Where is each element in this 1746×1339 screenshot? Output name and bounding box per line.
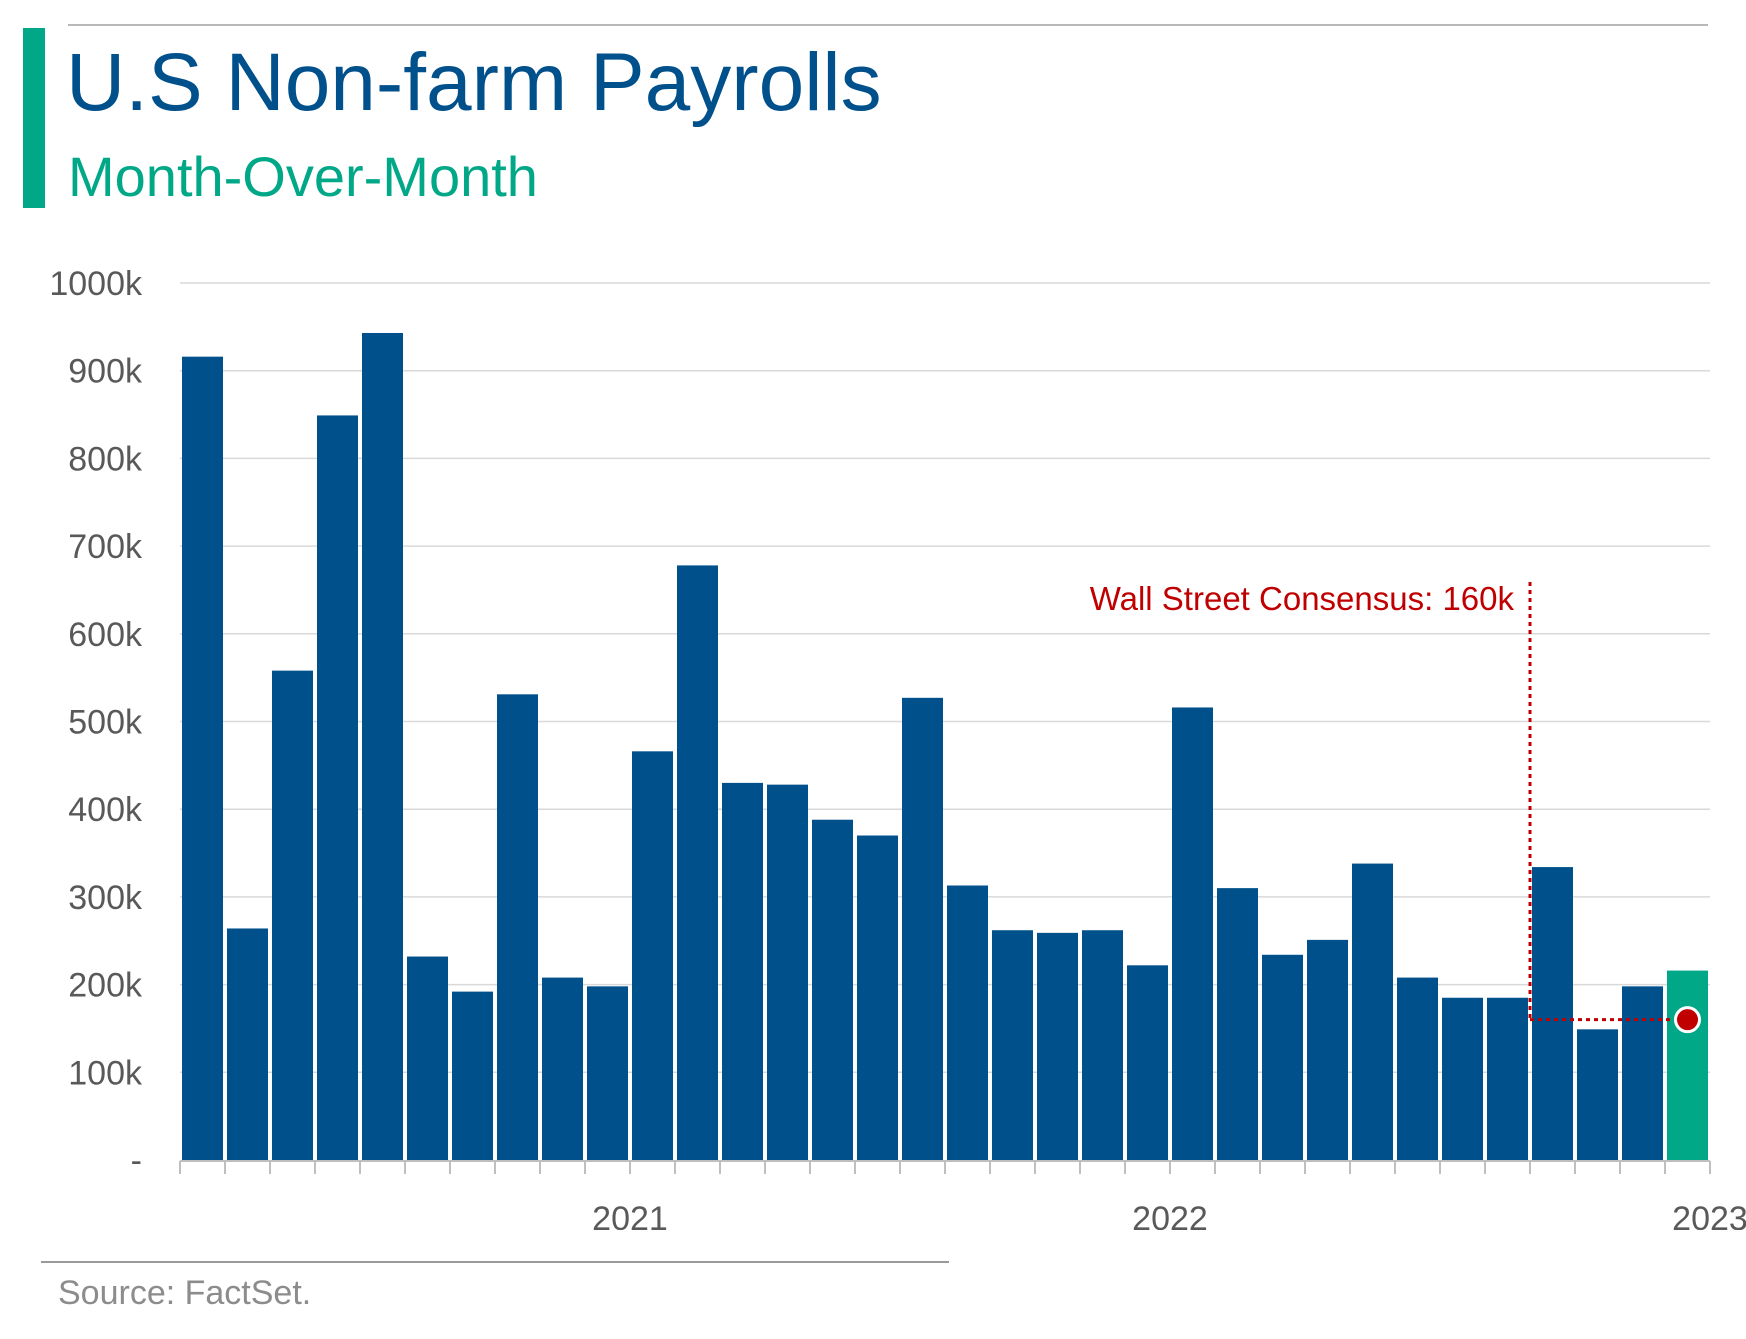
- bar: [902, 697, 943, 1160]
- bar: [1172, 707, 1213, 1160]
- y-tick-label: 700k: [68, 528, 143, 566]
- bar: [1442, 997, 1483, 1160]
- bars: [182, 332, 1708, 1161]
- bar: [812, 819, 853, 1160]
- y-tick-label: 100k: [68, 1054, 143, 1092]
- bar: [722, 782, 763, 1160]
- bar: [182, 356, 223, 1161]
- page-subtitle: Month-Over-Month: [68, 145, 538, 208]
- consensus-label: Wall Street Consensus: 160k: [1090, 580, 1515, 617]
- top-rule: [68, 24, 1708, 26]
- bar: [317, 415, 358, 1160]
- y-tick-label: 300k: [68, 879, 143, 917]
- bar: [542, 977, 583, 1160]
- bar: [632, 751, 673, 1160]
- bar: [1577, 1029, 1618, 1160]
- bar: [407, 956, 448, 1160]
- consensus-annotation: Wall Street Consensus: 160k: [1090, 580, 1701, 1034]
- y-tick-label: 1000k: [49, 265, 143, 303]
- bar: [677, 565, 718, 1160]
- bar: [1037, 932, 1078, 1160]
- x-tick-label: 2022: [1132, 1200, 1208, 1230]
- y-tick-label: -: [131, 1142, 142, 1180]
- consensus-marker: [1674, 1006, 1701, 1034]
- bar: [767, 784, 808, 1160]
- x-axis: 2021 2022 2023: [179, 1160, 1746, 1230]
- payrolls-bar-chart: - 100k 200k 300k 400k 500k 600k 700k 800k 900k 100…: [49, 265, 1746, 1230]
- x-tick-label: 2023: [1672, 1200, 1746, 1230]
- y-tick-label: 500k: [68, 704, 143, 742]
- bar: [272, 670, 313, 1160]
- source-note: Source: FactSet.: [58, 1274, 312, 1312]
- bar: [1307, 939, 1348, 1160]
- bar: [452, 991, 493, 1160]
- bar: [497, 694, 538, 1160]
- bar: [1262, 954, 1303, 1160]
- title-accent-bar: [23, 28, 45, 208]
- bar: [1532, 867, 1573, 1160]
- y-tick-label: 400k: [68, 791, 143, 829]
- bar: [227, 928, 268, 1160]
- bar: [1397, 977, 1438, 1160]
- y-tick-label: 800k: [68, 440, 143, 478]
- y-tick-label: 200k: [68, 967, 143, 1005]
- bar: [1217, 888, 1258, 1160]
- bar: [1127, 965, 1168, 1160]
- page-title: U.S Non-farm Payrolls: [66, 37, 882, 128]
- bar: [947, 885, 988, 1160]
- bar: [1352, 863, 1393, 1160]
- bar: [1487, 997, 1528, 1160]
- bar: [857, 835, 898, 1160]
- bar: [587, 986, 628, 1160]
- y-tick-label: 600k: [68, 616, 143, 654]
- source-rule: [41, 1261, 949, 1263]
- bar: [362, 332, 403, 1160]
- x-tick-label: 2021: [592, 1200, 668, 1230]
- y-tick-label: 900k: [68, 353, 143, 391]
- bar: [1082, 930, 1123, 1160]
- bar: [992, 930, 1033, 1160]
- bar: [1622, 986, 1663, 1160]
- grid-lines: - 100k 200k 300k 400k 500k 600k 700k 800k 900k 100…: [49, 265, 1710, 1180]
- highlight-bar: [1667, 970, 1708, 1160]
